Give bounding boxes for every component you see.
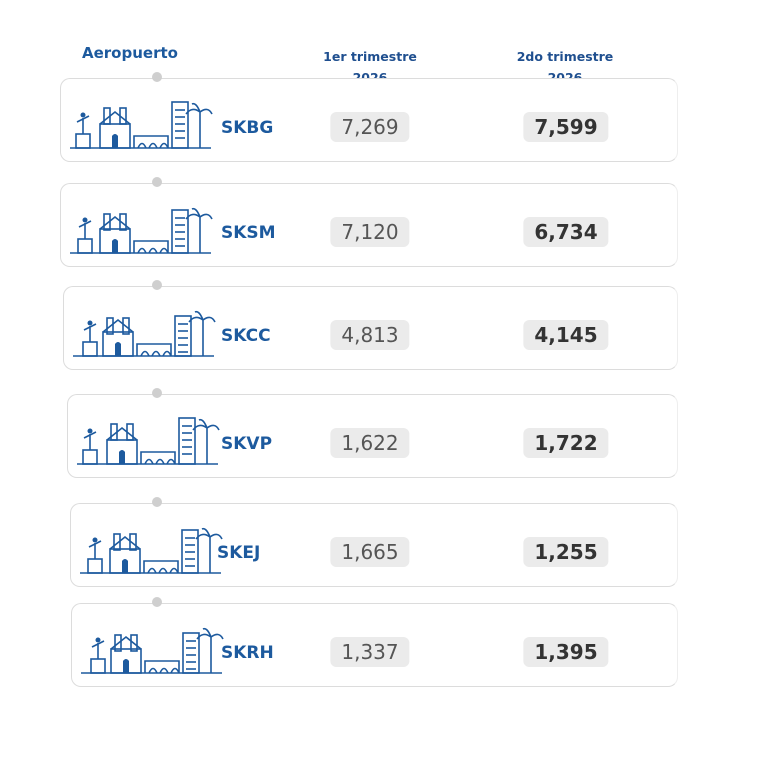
q2-value: 1,722 — [523, 428, 609, 458]
skyline-part — [82, 217, 88, 223]
skyline-part — [185, 207, 213, 253]
q2-value: 7,599 — [523, 112, 609, 142]
skyline-part — [144, 660, 180, 674]
skyline-part — [87, 320, 93, 326]
skyline-part — [122, 559, 128, 573]
skyline-part — [82, 449, 98, 465]
skyline-part — [83, 431, 97, 450]
skyline-part — [140, 451, 176, 465]
row-dot — [152, 177, 162, 187]
skyline-part — [92, 537, 98, 543]
city-skyline — [73, 310, 216, 357]
city-skyline — [70, 207, 213, 254]
skyline-part — [87, 558, 103, 574]
skyline-part — [103, 107, 111, 125]
city-skyline — [80, 527, 223, 574]
row-dot — [152, 72, 162, 82]
q1-value: 7,269 — [330, 112, 410, 142]
airport-code: SKVP — [221, 434, 273, 454]
skyline-part — [90, 658, 106, 674]
skyline-part — [133, 135, 169, 149]
skyline-part — [119, 213, 127, 231]
skyline-part — [195, 527, 223, 573]
skyline-part — [103, 213, 111, 231]
q1-header-line: 1er trimestre — [323, 49, 417, 64]
skyline-part — [75, 133, 91, 149]
skyline-part — [182, 632, 200, 674]
row-dot — [152, 388, 162, 398]
q1-value: 7,120 — [330, 217, 410, 247]
airport-header: Aeropuerto — [82, 44, 178, 62]
skyline-part — [171, 209, 189, 254]
row-dot — [152, 597, 162, 607]
skyline-part — [122, 317, 130, 335]
city-skyline — [77, 417, 220, 465]
airport-code: SKEJ — [217, 543, 261, 563]
skyline-part — [188, 310, 216, 356]
skyline-part — [174, 315, 192, 357]
skyline-part — [95, 637, 101, 643]
skyline-part — [106, 426, 138, 441]
skyline-part — [91, 640, 105, 659]
skyline-part — [113, 533, 121, 551]
skyline-part — [119, 107, 127, 125]
skyline-part — [102, 318, 134, 333]
skyline-part — [130, 634, 138, 652]
skyline-part — [129, 533, 137, 551]
airport-code: SKRH — [221, 643, 274, 663]
skyline-part — [110, 635, 142, 650]
skyline-part — [196, 627, 224, 673]
skyline-part — [143, 560, 179, 574]
skyline-part — [119, 450, 125, 464]
row-dot — [152, 280, 162, 290]
airport-code: SKCC — [221, 326, 271, 346]
q2-value: 1,255 — [523, 537, 609, 567]
skyline-part — [82, 341, 98, 357]
skyline-part — [123, 659, 129, 673]
skyline-part — [99, 215, 131, 230]
skyline-part — [112, 134, 118, 148]
skyline-part — [87, 428, 93, 434]
skyline-part — [76, 115, 90, 134]
skyline-part — [136, 343, 172, 357]
skyline-part — [192, 418, 220, 464]
city-skyline — [70, 101, 213, 149]
q1-value: 1,337 — [330, 637, 410, 667]
q1-value: 4,813 — [330, 320, 410, 350]
q2-header-line: 2do trimestre — [516, 49, 614, 64]
q2-value: 1,395 — [523, 637, 609, 667]
skyline-part — [171, 101, 189, 149]
skyline-part — [99, 110, 131, 125]
skyline-part — [80, 112, 86, 118]
skyline-part — [77, 238, 93, 254]
city-skyline — [81, 627, 224, 674]
q1-value: 1,665 — [330, 537, 410, 567]
q2-value: 4,145 — [523, 320, 609, 350]
skyline-part — [109, 535, 141, 550]
airport-code: SKBG — [221, 118, 274, 138]
skyline-part — [133, 240, 169, 254]
skyline-part — [178, 417, 196, 465]
skyline-part — [110, 423, 118, 441]
airport-code: SKSM — [221, 223, 276, 243]
q2-value: 6,734 — [523, 217, 609, 247]
skyline-part — [114, 634, 122, 652]
skyline-part — [185, 102, 213, 148]
skyline-part — [112, 239, 118, 253]
skyline-part — [106, 317, 114, 335]
skyline-part — [181, 529, 199, 574]
skyline-part — [126, 423, 134, 441]
q1-value: 1,622 — [330, 428, 410, 458]
skyline-part — [78, 220, 92, 239]
skyline-part — [88, 540, 102, 559]
row-dot — [152, 497, 162, 507]
skyline-part — [83, 323, 97, 342]
skyline-part — [115, 342, 121, 356]
